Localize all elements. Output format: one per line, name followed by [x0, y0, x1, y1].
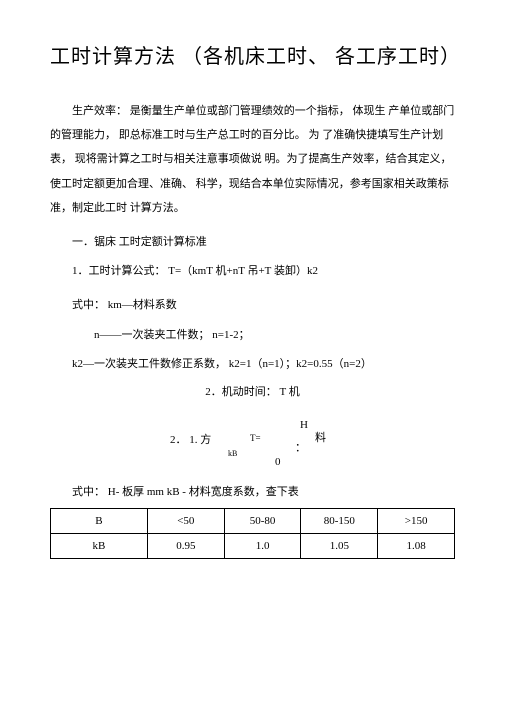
table-header-cell: 50-80 [224, 508, 301, 533]
formula-2-kB: kB [228, 449, 237, 458]
table-header-cell: B [51, 508, 148, 533]
page-title: 工时计算方法 （各机床工时、 各工序工时） [50, 40, 455, 69]
formula-2-liao: 料 [315, 429, 326, 445]
table-cell: 1.05 [301, 533, 378, 558]
section-2-heading: 2．机动时间： T 机 [50, 381, 455, 403]
table-header-cell: >150 [378, 508, 455, 533]
table-caption: 式中： H- 板厚 mm kB - 材料宽度系数，查下表 [50, 481, 455, 503]
table-row: kB 0.95 1.0 1.05 1.08 [51, 533, 455, 558]
table-cell: 1.0 [224, 533, 301, 558]
section-1-heading: 一．锯床 工时定额计算标准 [50, 230, 455, 254]
def-km: 式中： km—材料系数 [50, 293, 455, 317]
def-n: n——一次装夹工件数； n=1-2； [50, 323, 455, 347]
formula-2-zero: 0 [275, 456, 281, 468]
formula-1: 1．工时计算公式： T=（kmT 机+nT 吊+T 装卸）k2 [50, 259, 455, 283]
def-k2: k2—一次装夹工件数修正系数， k2=1（n=1）；k2=0.55（n=2） [50, 352, 455, 376]
table-cell: 0.95 [147, 533, 224, 558]
table-cell: 1.08 [378, 533, 455, 558]
formula-2-prefix: 2． 1. 方 [170, 431, 211, 447]
table-header-cell: 80-150 [301, 508, 378, 533]
kb-table: B <50 50-80 80-150 >150 kB 0.95 1.0 1.05… [50, 508, 455, 559]
table-header-cell: <50 [147, 508, 224, 533]
intro-paragraph: 生产效率： 是衡量生产单位或部门管理绩效的一个指标， 体现生 产单位或部门的管理… [50, 99, 455, 220]
formula-2-t: T= [250, 433, 261, 443]
formula-2-area: 2． 1. 方 T= H 料 ： kB 0 [50, 411, 455, 471]
formula-1-expr: T=（kmT 机+nT 吊+T 装卸）k2 [168, 265, 318, 277]
table-row: B <50 50-80 80-150 >150 [51, 508, 455, 533]
formula-2-colon: ： [295, 439, 306, 455]
table-row-label: kB [51, 533, 148, 558]
formula-2-H: H [300, 419, 308, 431]
formula-1-label: 1．工时计算公式： [72, 265, 166, 277]
